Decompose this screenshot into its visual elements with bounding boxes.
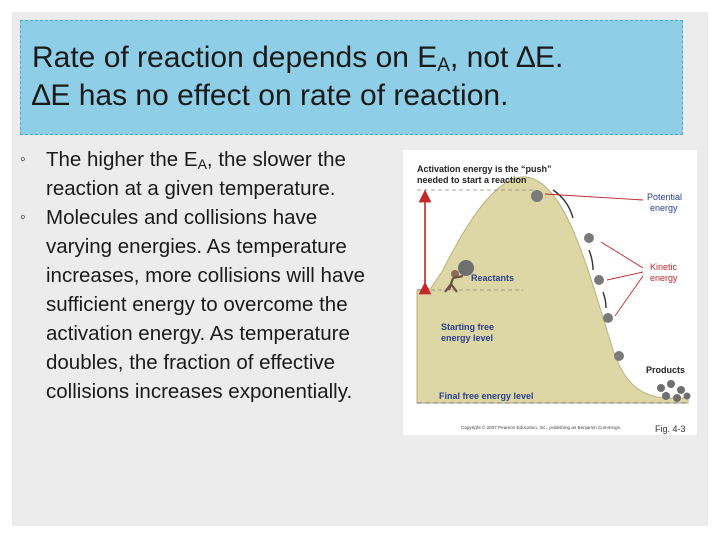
kinetic-energy-label: energy xyxy=(650,273,678,283)
product-ball xyxy=(657,384,665,392)
title-line1-text: Rate of reaction depends on E xyxy=(32,41,438,74)
title-line2-text: ∆E has no effect on rate of reaction. xyxy=(32,79,509,112)
peak-ball xyxy=(531,190,543,202)
product-ball xyxy=(673,394,681,402)
kinetic-pointer xyxy=(606,271,644,281)
figure-heading-line1: Activation energy is the “push” xyxy=(417,164,552,174)
kinetic-energy-label: Kinetic xyxy=(650,262,678,272)
product-ball xyxy=(662,392,670,400)
starting-level-label: energy level xyxy=(441,333,493,343)
figure-number: Fig. 4-3 xyxy=(655,424,686,434)
falling-ball xyxy=(594,275,604,285)
bullet-1-subscript: A xyxy=(197,156,207,172)
reactants-label: Reactants xyxy=(471,273,514,283)
reactant-ball xyxy=(458,260,474,276)
falling-ball xyxy=(584,233,594,243)
motion-arrow xyxy=(552,189,574,219)
bullet-1-text: The higher the E xyxy=(46,148,198,171)
falling-ball xyxy=(614,351,624,361)
figure-heading-line2: needed to start a reaction xyxy=(417,175,527,185)
bullet-1-tail: , the slower the reaction at a given tem… xyxy=(46,148,346,200)
bullet-list: ◦ The higher the EA, the slower the reac… xyxy=(20,145,375,406)
bullet-marker: ◦ xyxy=(20,209,26,226)
activation-energy-figure: Activation energy is the “push” needed t… xyxy=(403,150,697,435)
motion-arrow xyxy=(588,249,594,271)
bullet-marker: ◦ xyxy=(20,151,26,168)
potential-energy-label: energy xyxy=(650,203,678,213)
product-ball xyxy=(683,392,691,400)
products-label: Products xyxy=(646,365,685,375)
potential-energy-label: Potential xyxy=(647,192,682,202)
bullet-item-1: ◦ The higher the EA, the slower the reac… xyxy=(20,145,375,203)
starting-level-label: Starting free xyxy=(441,322,494,332)
energy-hill xyxy=(416,176,689,404)
pushing-person-icon xyxy=(444,270,464,293)
motion-arrow xyxy=(602,291,607,309)
energy-diagram: Activation energy is the “push” needed t… xyxy=(416,164,691,434)
product-ball xyxy=(677,386,685,394)
product-ball xyxy=(667,380,675,388)
potential-pointer xyxy=(544,193,644,201)
slide-title: Rate of reaction depends on EA, not ∆E. … xyxy=(32,39,677,115)
kinetic-pointer xyxy=(600,241,644,269)
title-line1-tail: , not ∆E. xyxy=(449,41,564,74)
kinetic-pointer xyxy=(614,275,644,317)
title-box: Rate of reaction depends on EA, not ∆E. … xyxy=(20,20,683,135)
copyright-text: Copyright © 2007 Pearson Education, Inc.… xyxy=(461,424,621,430)
falling-ball xyxy=(603,313,613,323)
title-subscript: A xyxy=(437,55,450,76)
bullet-2-text: Molecules and collisions have varying en… xyxy=(46,206,366,403)
bullet-item-2: ◦ Molecules and collisions have varying … xyxy=(20,203,375,406)
final-level-label: Final free energy level xyxy=(439,391,534,401)
